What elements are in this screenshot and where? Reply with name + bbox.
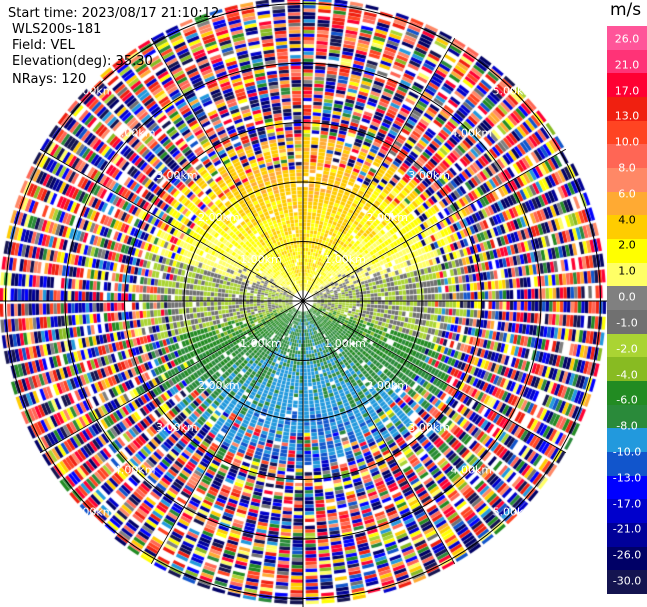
colorbar-tick-label: 21.0	[614, 58, 640, 72]
start-time-text: Start time: 2023/08/17 21:10:12	[8, 6, 220, 21]
range-ring-label: 4.00km	[114, 127, 156, 140]
range-ring-label: 2.00km	[366, 379, 408, 392]
colorbar-segment	[607, 570, 647, 595]
colorbar-tick-label: -10.0	[612, 445, 642, 459]
range-ring	[183, 181, 423, 421]
colorbar-tick-label: 17.0	[614, 84, 640, 98]
colorbar-tick-label: -17.0	[612, 497, 642, 511]
colorbar-tick-label: 26.0	[614, 32, 640, 46]
colorbar-tick-label: -1.0	[616, 316, 638, 330]
colorbar-tick-label: -2.0	[616, 342, 638, 356]
range-ring-label: 5.00km	[493, 505, 535, 518]
range-ring-label: 4.00km	[114, 463, 156, 476]
azimuth-spoke	[40, 300, 304, 454]
range-ring	[243, 241, 363, 361]
colorbar-segment	[607, 120, 647, 145]
colorbar-tick-label: 4.0	[618, 213, 636, 227]
range-ring-label: 1.00km	[240, 253, 282, 266]
azimuth-spoke	[150, 38, 304, 302]
azimuth-spoke	[302, 300, 456, 564]
colorbar-tick-label: 8.0	[618, 161, 636, 175]
field-text: Field: VEL	[12, 38, 75, 53]
range-ring-label: 3.00km	[408, 169, 450, 182]
azimuth-spoke	[40, 148, 304, 302]
range-ring-label: 1.00km	[324, 337, 366, 350]
range-ring-label: 2.00km	[198, 379, 240, 392]
colorbar-segment	[607, 215, 647, 240]
azimuth-spoke	[150, 300, 304, 564]
range-ring	[64, 62, 542, 540]
colorbar-segment	[607, 452, 647, 477]
scan-info: Start time: 2023/08/17 21:10:12 WLS200s-…	[8, 6, 219, 88]
colorbar-tick-label: 2.0	[618, 238, 636, 252]
colorbar-segment	[607, 428, 647, 453]
azimuth-spoke	[302, 148, 566, 302]
colorbar-tick-label: 6.0	[618, 187, 636, 201]
colorbar-segment	[607, 239, 647, 264]
colorbar-segment	[607, 499, 647, 524]
colorbar-tick-label: -6.0	[616, 393, 638, 407]
range-ring-label: 4.00km	[451, 127, 493, 140]
range-ring-label: 1.00km	[324, 253, 366, 266]
colorbar-tick-label: 1.0	[618, 264, 636, 278]
colorbar-tick-label: 0.0	[618, 290, 636, 304]
colorbar-segment	[607, 49, 647, 74]
range-ring-label: 2.00km	[198, 211, 240, 224]
range-ring-label: 2.00km	[366, 211, 408, 224]
colorbar-tick-label: -13.0	[612, 471, 642, 485]
colorbar-segment	[607, 73, 647, 98]
colorbar-segment	[607, 404, 647, 429]
range-ring	[5, 3, 601, 599]
range-ring-label: 1.00km	[240, 337, 282, 350]
colorbar-segment	[607, 262, 647, 287]
colorbar-segment	[607, 381, 647, 406]
colorbar-segment	[607, 523, 647, 548]
colorbar-tick-label: -26.0	[612, 548, 642, 562]
colorbar-tick-label: 13.0	[614, 109, 640, 123]
range-ring-label: 5.00km	[493, 85, 535, 98]
azimuth-spoke	[302, 38, 456, 302]
colorbar-segment	[607, 97, 647, 122]
range-ring-label: 3.00km	[408, 421, 450, 434]
instrument-text: WLS200s-181	[12, 22, 102, 37]
colorbar-tick-label: -8.0	[616, 419, 638, 433]
nrays-text: NRays: 120	[12, 72, 87, 87]
range-ring-label: 4.00km	[451, 463, 493, 476]
colorbar-tick-label: -4.0	[616, 368, 638, 382]
range-ring	[124, 122, 482, 480]
colorbar-segment	[607, 333, 647, 358]
colorbar-unit: m/s	[610, 0, 642, 20]
colorbar-segment	[607, 546, 647, 571]
range-ring-label: 5.00km	[72, 505, 114, 518]
colorbar-segment	[607, 191, 647, 216]
azimuth-spoke	[302, 300, 566, 454]
colorbar-segment	[607, 26, 647, 51]
colorbar-segment	[607, 144, 647, 169]
colorbar-tick-label: 10.0	[614, 135, 640, 149]
colorbar-tick-label: -21.0	[612, 522, 642, 536]
elevation-text: Elevation(deg): 35.30	[12, 54, 153, 69]
colorbar-segment	[607, 357, 647, 382]
colorbar-segment	[607, 286, 647, 311]
range-ring-label: 5.00km	[72, 85, 114, 98]
range-ring-label: 3.00km	[156, 169, 198, 182]
colorbar: 26.0 21.0 17.0 13.0 10.0 8.0 6.0 4.0 2.0 1.0 0.0 -1…	[607, 26, 647, 595]
colorbar-segment	[607, 310, 647, 335]
colorbar-segment	[607, 168, 647, 193]
range-ring-label: 3.00km	[156, 421, 198, 434]
colorbar-tick-label: -30.0	[612, 574, 642, 588]
colorbar-segment	[607, 475, 647, 500]
